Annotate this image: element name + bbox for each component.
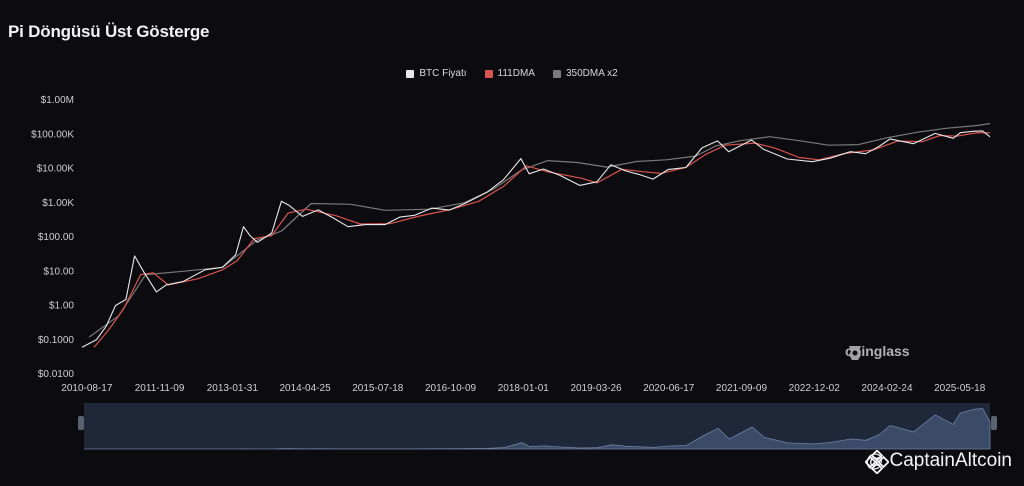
y-tick-label: $10.00K xyxy=(37,164,75,175)
legend-item-111dma[interactable]: 111DMA xyxy=(484,68,535,79)
series-line-350dma xyxy=(88,123,991,338)
x-tick-label: 2010-08-17 xyxy=(61,383,113,394)
x-tick-label: 2014-04-25 xyxy=(279,383,331,394)
y-tick-label: $0.1000 xyxy=(38,335,75,346)
x-tick-label: 2011-11-09 xyxy=(135,383,185,394)
coinglass-logo-icon xyxy=(849,346,861,360)
navigator-area xyxy=(84,408,991,450)
x-tick-label: 2021-09-09 xyxy=(716,383,768,394)
legend-swatch-btc xyxy=(406,69,415,78)
legend: BTC Fiyatı 111DMA 350DMA x2 xyxy=(0,68,1024,79)
chart-title: Pi Döngüsü Üst Gösterge xyxy=(8,22,210,41)
range-navigator[interactable] xyxy=(78,403,997,450)
legend-label-btc: BTC Fiyatı xyxy=(419,68,467,79)
chart-plot xyxy=(81,123,991,348)
x-tick-label: 2015-07-18 xyxy=(352,383,404,394)
y-tick-label: $10.00 xyxy=(43,266,74,277)
x-tick-label: 2024-02-24 xyxy=(861,383,913,394)
y-tick-label: $1.00 xyxy=(49,301,74,312)
legend-item-btc[interactable]: BTC Fiyatı xyxy=(406,68,467,79)
y-tick-label: $100.00 xyxy=(38,232,75,243)
x-tick-label: 2013-01-31 xyxy=(207,383,259,394)
y-tick-label: $100.00K xyxy=(31,129,74,140)
legend-swatch-350dma xyxy=(552,69,561,78)
navigator-handle-right[interactable] xyxy=(991,416,997,430)
navigator-handle-left[interactable] xyxy=(78,416,84,430)
x-tick-label: 2019-03-26 xyxy=(570,383,622,394)
y-axis: $0.0100 $0.1000 $1.00 $10.00 $100.00 $1.00K $1… xyxy=(31,95,74,380)
x-tick-label: 2018-01-01 xyxy=(498,383,550,394)
legend-label-350dma: 350DMA x2 xyxy=(565,68,618,79)
x-tick-label: 2022-12-02 xyxy=(789,383,841,394)
x-tick-label: 2025-05-18 xyxy=(934,383,986,394)
binance-diamond-icon xyxy=(865,450,890,474)
series-line-btc xyxy=(81,130,991,348)
y-tick-label: $1.00M xyxy=(41,95,74,106)
credit-name: CaptainAltcoin xyxy=(889,450,1012,471)
y-tick-label: $0.0100 xyxy=(38,369,75,380)
legend-item-350dma[interactable]: 350DMA x2 xyxy=(552,68,618,79)
legend-swatch-111dma xyxy=(484,69,493,78)
x-axis: 2010-08-17 2011-11-09 2013-01-31 2014-04-25… xyxy=(61,383,985,394)
x-tick-label: 2016-10-09 xyxy=(425,383,477,394)
credit: @ CaptainAltcoin xyxy=(865,450,1012,474)
y-tick-label: $1.00K xyxy=(42,198,74,209)
series-line-111dma xyxy=(93,132,991,348)
watermark-text: coinglass xyxy=(845,343,910,359)
coinglass-watermark: coinglass xyxy=(845,343,910,360)
x-tick-label: 2020-06-17 xyxy=(643,383,695,394)
legend-label-111dma: 111DMA xyxy=(497,68,535,79)
